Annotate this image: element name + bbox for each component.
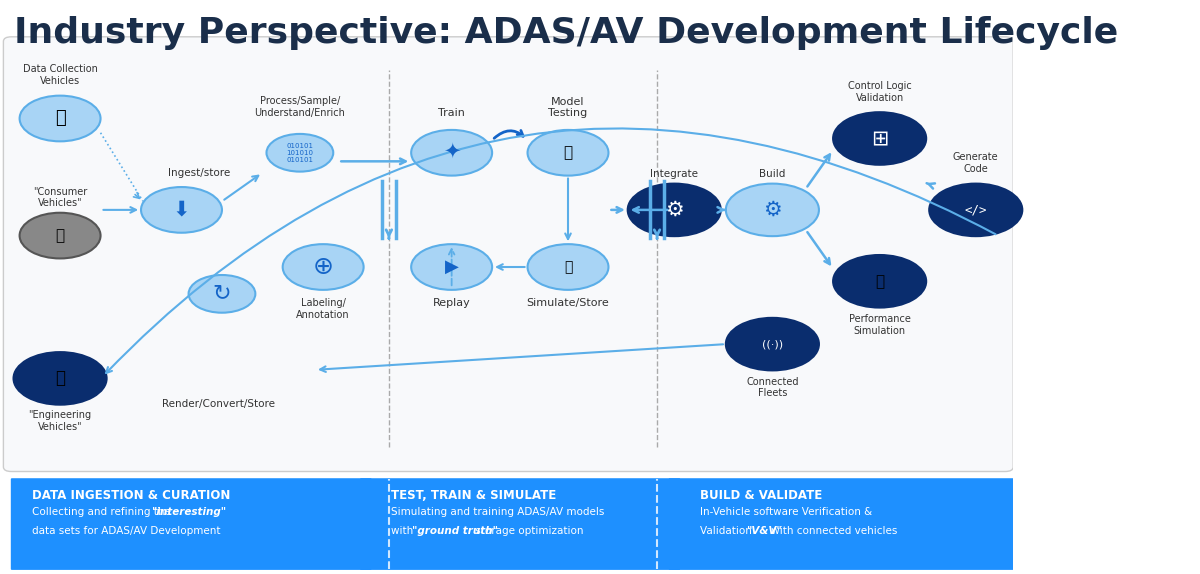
Text: Performance
Simulation: Performance Simulation (848, 315, 911, 336)
FancyBboxPatch shape (4, 37, 1013, 471)
Circle shape (726, 184, 818, 236)
Polygon shape (360, 479, 704, 569)
Circle shape (833, 255, 926, 308)
Text: Train: Train (438, 108, 466, 118)
Text: 📈: 📈 (564, 145, 572, 160)
Text: Simulate/Store: Simulate/Store (527, 298, 610, 308)
Text: Integrate: Integrate (650, 169, 698, 179)
Text: BUILD & VALIDATE: BUILD & VALIDATE (700, 489, 822, 502)
Text: Process/Sample/
Understand/Enrich: Process/Sample/ Understand/Enrich (254, 96, 346, 118)
Text: Replay: Replay (433, 298, 470, 308)
Text: DATA INGESTION & CURATION: DATA INGESTION & CURATION (31, 489, 230, 502)
Text: In-Vehicle software Verification &: In-Vehicle software Verification & (700, 507, 871, 518)
Text: data sets for ADAS/AV Development: data sets for ADAS/AV Development (31, 526, 221, 536)
Text: Build: Build (760, 169, 786, 179)
Text: "V&V": "V&V" (746, 526, 782, 536)
Text: ✦: ✦ (443, 143, 461, 163)
Text: Ingest/store: Ingest/store (168, 168, 230, 178)
Text: storage optimization: storage optimization (472, 526, 583, 536)
Text: Industry Perspective: ADAS/AV Development Lifecycle: Industry Perspective: ADAS/AV Developmen… (13, 15, 1117, 50)
Circle shape (412, 130, 492, 176)
Text: ⊞: ⊞ (871, 129, 888, 149)
Circle shape (528, 244, 608, 290)
Text: ↻: ↻ (212, 283, 232, 302)
Text: 💻: 💻 (875, 274, 884, 289)
Text: Connected
Fleets: Connected Fleets (746, 377, 799, 398)
Polygon shape (12, 479, 396, 569)
Circle shape (266, 134, 334, 172)
Circle shape (283, 244, 364, 290)
Text: Data Collection
Vehicles: Data Collection Vehicles (23, 64, 97, 86)
Text: ⚙: ⚙ (763, 200, 781, 220)
Polygon shape (670, 479, 1013, 569)
Text: 🚗: 🚗 (55, 110, 66, 127)
Circle shape (19, 213, 101, 258)
Circle shape (528, 130, 608, 176)
Text: "Engineering
Vehicles": "Engineering Vehicles" (29, 410, 91, 432)
Text: "Consumer
Vehicles": "Consumer Vehicles" (32, 187, 88, 208)
Text: "ground truth": "ground truth" (412, 526, 498, 536)
Text: ⬇: ⬇ (173, 200, 191, 220)
Text: ⚙: ⚙ (665, 200, 684, 220)
Text: </>: </> (965, 203, 988, 216)
Text: 🚗: 🚗 (564, 260, 572, 274)
Circle shape (726, 318, 818, 370)
Text: 010101
101010
010101: 010101 101010 010101 (287, 143, 313, 163)
Text: Model
Testing: Model Testing (548, 97, 588, 118)
Circle shape (188, 275, 256, 313)
Circle shape (142, 187, 222, 232)
Text: Validation: Validation (700, 526, 755, 536)
Text: "interesting": "interesting" (151, 507, 226, 518)
Text: with connected vehicles: with connected vehicles (768, 526, 896, 536)
Text: with: with (391, 526, 416, 536)
Text: Labeling/
Annotation: Labeling/ Annotation (296, 298, 350, 320)
Text: ((·)): ((·)) (762, 339, 782, 349)
Circle shape (628, 184, 721, 236)
Text: Render/Convert/Store: Render/Convert/Store (162, 399, 276, 409)
Text: Simulating and training ADAS/AV models: Simulating and training ADAS/AV models (391, 507, 605, 518)
Text: ⊕: ⊕ (313, 255, 334, 279)
Text: ▶: ▶ (445, 258, 458, 276)
Circle shape (929, 184, 1022, 236)
Text: TEST, TRAIN & SIMULATE: TEST, TRAIN & SIMULATE (391, 489, 556, 502)
Circle shape (19, 96, 101, 141)
Circle shape (412, 244, 492, 290)
Text: Generate
Code: Generate Code (953, 152, 998, 174)
Text: Control Logic
Validation: Control Logic Validation (847, 82, 912, 103)
Circle shape (13, 352, 107, 405)
Circle shape (833, 112, 926, 165)
Text: 🚙: 🚙 (55, 228, 65, 243)
Text: 🚌: 🚌 (55, 370, 65, 387)
Text: Collecting and refining the: Collecting and refining the (31, 507, 174, 518)
